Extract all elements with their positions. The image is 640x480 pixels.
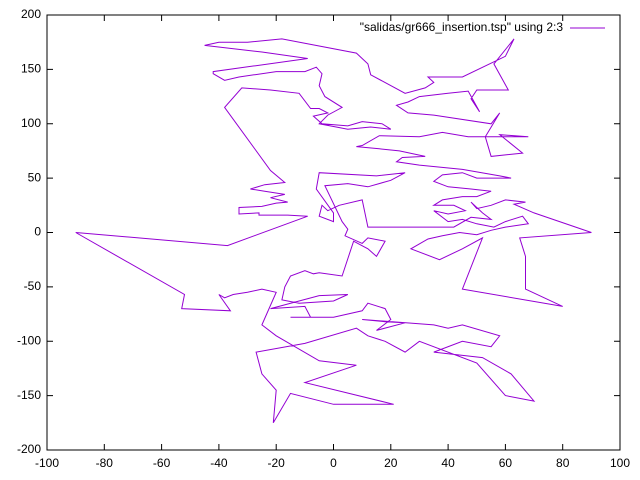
y-tick-label: 200 bbox=[21, 7, 41, 21]
x-tick-label: -40 bbox=[210, 456, 228, 470]
y-tick-label: -200 bbox=[17, 442, 41, 456]
x-tick-label: 0 bbox=[330, 456, 337, 470]
y-tick-label: 50 bbox=[28, 170, 42, 184]
x-tick-label: -100 bbox=[35, 456, 59, 470]
legend-label: "salidas/gr666_insertion.tsp" using 2:3 bbox=[360, 20, 564, 34]
x-tick-label: 80 bbox=[556, 456, 570, 470]
y-tick-label: -50 bbox=[24, 279, 42, 293]
series-line bbox=[75, 38, 592, 424]
plot-border bbox=[46, 14, 621, 451]
y-tick-label: -150 bbox=[17, 388, 41, 402]
x-tick-label: -20 bbox=[268, 456, 286, 470]
y-tick-label: 150 bbox=[21, 62, 41, 76]
x-tick-label: -60 bbox=[153, 456, 171, 470]
x-tick-label: 20 bbox=[384, 456, 398, 470]
x-tick-label: 60 bbox=[499, 456, 513, 470]
y-tick-label: -100 bbox=[17, 333, 41, 347]
x-tick-label: -80 bbox=[96, 456, 114, 470]
y-tick-label: 0 bbox=[34, 225, 41, 239]
y-tick-label: 100 bbox=[21, 116, 41, 130]
x-tick-label: 40 bbox=[441, 456, 455, 470]
x-tick-label: 100 bbox=[610, 456, 630, 470]
